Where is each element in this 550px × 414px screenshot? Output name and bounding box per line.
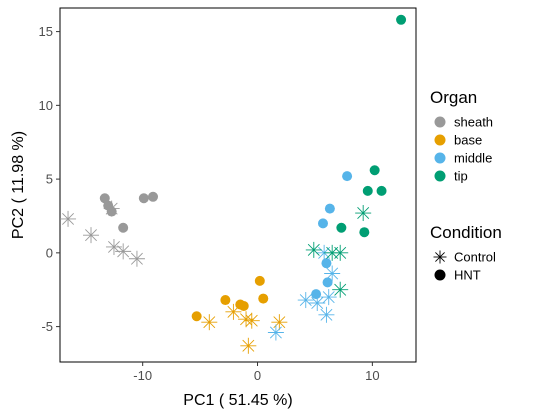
hnt-point-middle — [324, 203, 335, 214]
hnt-point-tip — [376, 185, 387, 196]
control-point-middle — [267, 324, 284, 341]
y-tick-label: 10 — [39, 98, 53, 113]
hnt-point-sheath — [118, 222, 129, 233]
control-point-base — [225, 303, 242, 320]
control-point-sheath — [105, 238, 122, 255]
hnt-point-middle — [322, 277, 333, 288]
x-tick-label: 0 — [254, 368, 261, 383]
control-point-base — [243, 312, 260, 329]
legend-title-condition: Condition — [430, 223, 502, 242]
legend-key-sheath — [434, 116, 446, 128]
legend-label-hnt: HNT — [454, 268, 481, 283]
control-point-middle — [324, 265, 341, 282]
hnt-point-tip — [359, 227, 370, 238]
control-point-tip — [305, 241, 322, 258]
hnt-point-base — [238, 300, 249, 311]
control-point-sheath — [115, 243, 132, 260]
x-tick-label: 10 — [365, 368, 379, 383]
data-points — [60, 14, 407, 354]
control-point-sheath — [128, 250, 145, 267]
legend-label-tip: tip — [454, 169, 468, 184]
hnt-point-tip — [362, 185, 373, 196]
hnt-point-base — [220, 295, 231, 306]
hnt-point-base — [258, 293, 269, 304]
control-point-tip — [332, 244, 349, 261]
hnt-point-middle — [311, 289, 322, 300]
legend-key-middle — [434, 152, 446, 164]
control-point-middle — [320, 289, 337, 306]
hnt-point-sheath — [106, 206, 117, 217]
legend-key-hnt — [434, 269, 446, 281]
hnt-point-tip — [396, 14, 407, 25]
hnt-point-base — [191, 311, 202, 322]
control-point-sheath — [83, 227, 100, 244]
legend-label-middle: middle — [454, 151, 492, 166]
hnt-point-tip — [369, 165, 380, 176]
hnt-point-base — [254, 275, 265, 286]
legend-key-control — [433, 250, 447, 264]
control-point-tip — [332, 281, 349, 298]
control-point-base — [240, 337, 257, 354]
axis-ticks: -10 0 10 -5 0 5 10 15 — [39, 24, 380, 383]
y-tick-label: 5 — [46, 172, 53, 187]
control-point-tip — [355, 205, 372, 222]
legend-label-sheath: sheath — [454, 115, 493, 130]
hnt-point-sheath — [138, 193, 149, 204]
legend-key-tip — [434, 170, 446, 182]
x-axis-title: PC1 ( 51.45 %) — [183, 392, 292, 409]
legend-title-organ: Organ — [430, 88, 477, 107]
hnt-point-tip — [336, 222, 347, 233]
control-point-base — [271, 314, 288, 331]
legend-label-base: base — [454, 133, 482, 148]
y-tick-label: 0 — [46, 245, 53, 260]
control-point-base — [201, 314, 218, 331]
y-tick-label: -5 — [41, 319, 53, 334]
legend-key-base — [434, 134, 446, 146]
control-point-middle — [297, 292, 314, 309]
hnt-point-middle — [317, 218, 328, 229]
hnt-point-middle — [342, 171, 353, 182]
legend-label-control: Control — [454, 250, 496, 265]
control-point-sheath — [60, 210, 77, 227]
hnt-point-sheath — [148, 191, 159, 202]
y-tick-label: 15 — [39, 24, 53, 39]
hnt-point-middle — [321, 258, 332, 269]
legend: Organ sheath base middle tip Condition Control… — [430, 88, 502, 283]
control-point-middle — [318, 306, 335, 323]
y-axis-title: PC2 ( 11.98 %) — [10, 131, 27, 239]
x-tick-label: -10 — [133, 368, 152, 383]
